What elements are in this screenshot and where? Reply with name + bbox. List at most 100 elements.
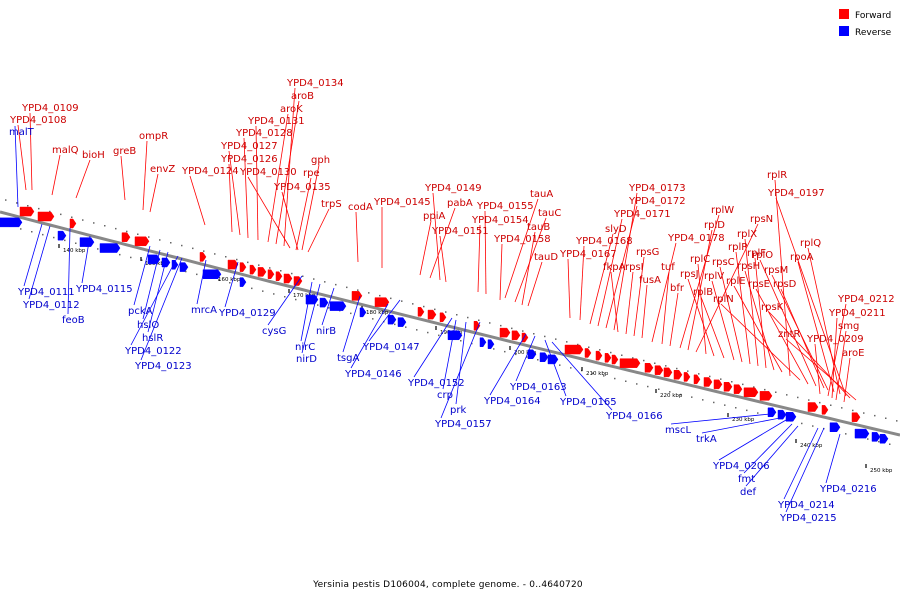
reverse-gene-label[interactable]: crp bbox=[437, 390, 453, 401]
gene-feature[interactable] bbox=[275, 271, 283, 281]
forward-gene-label[interactable]: rplR bbox=[767, 170, 787, 181]
gene-feature[interactable] bbox=[239, 262, 247, 272]
forward-gene-label[interactable]: YPD4_0131 bbox=[247, 116, 305, 127]
forward-gene-label[interactable]: bfr bbox=[670, 283, 685, 294]
gene-feature[interactable] bbox=[79, 237, 95, 247]
forward-gene-label[interactable]: slyD bbox=[605, 224, 627, 235]
forward-gene-label[interactable]: rplF bbox=[747, 248, 766, 259]
gene-feature[interactable] bbox=[249, 264, 257, 275]
gene-feature[interactable] bbox=[733, 384, 743, 394]
gene-feature[interactable] bbox=[663, 367, 673, 378]
reverse-gene-label[interactable]: def bbox=[740, 487, 757, 498]
gene-feature[interactable] bbox=[479, 337, 487, 347]
gene-feature[interactable] bbox=[37, 211, 55, 222]
gene-feature[interactable] bbox=[499, 327, 511, 338]
forward-gene-label[interactable]: rpsI bbox=[625, 262, 644, 273]
gene-feature[interactable] bbox=[759, 391, 773, 401]
gene-feature[interactable] bbox=[257, 267, 267, 277]
reverse-gene-label[interactable]: hslR bbox=[142, 333, 163, 344]
gene-feature[interactable] bbox=[673, 370, 683, 380]
gene-feature[interactable] bbox=[397, 317, 407, 327]
gene-feature[interactable] bbox=[584, 348, 592, 358]
reverse-gene-label[interactable]: YPD4_0129 bbox=[218, 308, 276, 319]
gene-feature[interactable] bbox=[57, 230, 67, 241]
forward-gene-label[interactable]: YPD4_0109 bbox=[21, 103, 79, 114]
reverse-gene-label[interactable]: YPD4_0206 bbox=[712, 461, 770, 472]
forward-gene-label[interactable]: YPD4_0167 bbox=[559, 249, 617, 260]
forward-gene-label[interactable]: rplE bbox=[726, 276, 746, 287]
gene-feature[interactable] bbox=[319, 297, 329, 308]
forward-gene-label[interactable]: YPD4_0155 bbox=[476, 201, 534, 212]
forward-gene-label[interactable]: ppiA bbox=[423, 211, 445, 222]
gene-feature[interactable] bbox=[99, 243, 121, 253]
reverse-gene-label[interactable]: YPD4_0146 bbox=[344, 369, 402, 380]
reverse-gene-label[interactable]: YPD4_0163 bbox=[509, 382, 567, 393]
gene-feature[interactable] bbox=[611, 354, 619, 365]
gene-feature[interactable] bbox=[439, 312, 447, 323]
forward-gene-label[interactable]: YPD4_0135 bbox=[273, 182, 331, 193]
gene-feature[interactable] bbox=[417, 307, 425, 317]
forward-gene-label[interactable]: rplW bbox=[711, 205, 734, 216]
forward-gene-label[interactable]: aroE bbox=[842, 348, 864, 359]
gene-feature[interactable] bbox=[473, 320, 481, 331]
reverse-gene-label[interactable]: YPD4_0166 bbox=[605, 411, 663, 422]
gene-feature[interactable] bbox=[713, 379, 723, 390]
gene-feature[interactable] bbox=[19, 206, 35, 217]
gene-feature[interactable] bbox=[202, 269, 222, 279]
gene-feature[interactable] bbox=[527, 349, 537, 360]
reverse-gene-label[interactable]: YPD4_0123 bbox=[134, 361, 192, 372]
gene-feature[interactable] bbox=[854, 428, 870, 439]
gene-feature[interactable] bbox=[487, 339, 495, 349]
reverse-gene-label[interactable]: nirC bbox=[295, 342, 315, 353]
forward-gene-label[interactable]: rpsJ bbox=[680, 269, 699, 280]
reverse-gene-label[interactable]: YPD4_0111 bbox=[17, 287, 75, 298]
forward-gene-label[interactable]: gph bbox=[311, 155, 330, 166]
forward-gene-label[interactable]: rpsE bbox=[748, 279, 770, 290]
gene-feature[interactable] bbox=[0, 217, 23, 228]
forward-gene-label[interactable]: greB bbox=[113, 146, 136, 157]
forward-gene-label[interactable]: rpsH bbox=[737, 261, 760, 272]
gene-feature[interactable] bbox=[821, 405, 829, 415]
gene-feature[interactable] bbox=[767, 407, 777, 418]
forward-gene-label[interactable]: bioH bbox=[82, 150, 105, 161]
reverse-gene-label[interactable]: YPD4_0216 bbox=[819, 484, 877, 495]
forward-gene-label[interactable]: YPD4_0209 bbox=[806, 334, 864, 345]
forward-gene-label[interactable]: YPD4_0168 bbox=[575, 236, 633, 247]
forward-gene-label[interactable]: YPD4_0151 bbox=[431, 226, 489, 237]
gene-feature[interactable] bbox=[267, 269, 275, 279]
forward-gene-label[interactable]: rpsM bbox=[764, 265, 788, 276]
forward-gene-label[interactable]: rpsG bbox=[636, 247, 659, 258]
forward-gene-label[interactable]: YPD4_0172 bbox=[628, 196, 686, 207]
reverse-gene-label[interactable]: YPD4_0157 bbox=[434, 419, 492, 430]
forward-gene-label[interactable]: YPD4_0197 bbox=[767, 188, 825, 199]
reverse-gene-label[interactable]: prk bbox=[450, 405, 466, 416]
gene-feature[interactable] bbox=[595, 350, 603, 361]
reverse-gene-label[interactable]: feoB bbox=[62, 315, 85, 326]
forward-gene-label[interactable]: rplD bbox=[704, 220, 725, 231]
reverse-gene-label[interactable]: YPD4_0214 bbox=[777, 500, 835, 511]
gene-feature[interactable] bbox=[604, 353, 612, 363]
reverse-gene-label[interactable]: YPD4_0147 bbox=[362, 342, 420, 353]
gene-feature[interactable] bbox=[547, 354, 559, 365]
gene-feature[interactable] bbox=[829, 422, 841, 432]
reverse-gene-label[interactable]: pckA bbox=[128, 306, 153, 317]
gene-feature[interactable] bbox=[683, 372, 691, 382]
forward-gene-label[interactable]: YPD4_0128 bbox=[235, 128, 293, 139]
forward-gene-label[interactable]: YPD4_0149 bbox=[424, 183, 482, 194]
gene-feature[interactable] bbox=[199, 252, 207, 262]
forward-gene-label[interactable]: smg bbox=[838, 321, 859, 332]
forward-gene-label[interactable]: YPD4_0211 bbox=[828, 308, 886, 319]
gene-feature[interactable] bbox=[521, 332, 529, 343]
forward-gene-label[interactable]: pabA bbox=[447, 198, 473, 209]
reverse-gene-label[interactable]: nirD bbox=[296, 354, 317, 365]
forward-gene-label[interactable]: rplO bbox=[752, 250, 773, 261]
forward-gene-label[interactable]: ompR bbox=[139, 131, 168, 142]
gene-feature[interactable] bbox=[351, 291, 363, 301]
gene-feature[interactable] bbox=[283, 273, 293, 284]
gene-feature[interactable] bbox=[807, 402, 819, 412]
reverse-gene-label[interactable]: YPD4_0122 bbox=[124, 346, 182, 357]
forward-gene-label[interactable]: rplV bbox=[704, 271, 724, 282]
reverse-gene-label[interactable]: YPD4_0152 bbox=[407, 378, 465, 389]
gene-feature[interactable] bbox=[703, 377, 713, 387]
reverse-gene-label[interactable]: YPD4_0115 bbox=[75, 284, 133, 295]
